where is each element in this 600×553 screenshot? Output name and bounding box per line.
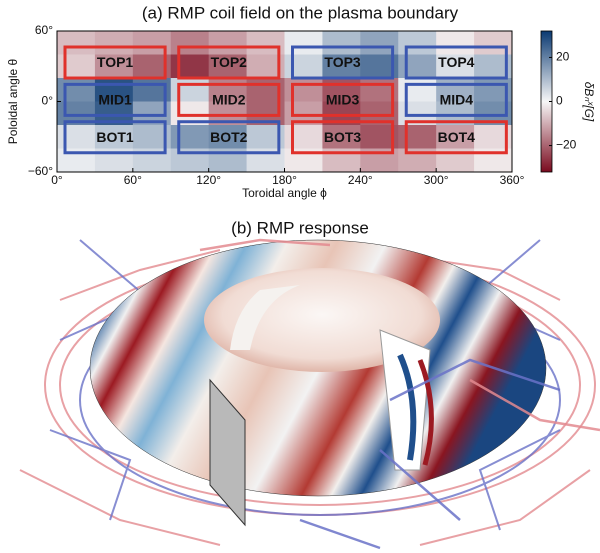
heat-cell (57, 31, 96, 55)
coil-label: TOP3 (324, 54, 361, 70)
x-tick-label: 180° (272, 173, 297, 187)
heat-cell (322, 125, 361, 149)
heat-cell (398, 54, 437, 79)
coil-box (177, 120, 281, 155)
y-tick-label: 60° (35, 23, 53, 37)
heat-cell (57, 54, 96, 79)
coil-box (63, 45, 167, 80)
torus-render (19, 238, 600, 550)
coil-box (177, 45, 281, 80)
x-axis-label: Toroidal angle ϕ (242, 186, 327, 200)
panel-a-title: (a) RMP coil field on the plasma boundar… (142, 3, 459, 22)
heat-cell (208, 31, 248, 55)
heat-cell (170, 54, 210, 79)
heat-cell (94, 31, 134, 55)
y-tick-label: 0° (42, 94, 54, 108)
heat-cell (57, 78, 96, 102)
heat-cell (322, 54, 361, 79)
heat-cell (398, 31, 437, 55)
coil-box (404, 82, 508, 117)
coil-label: BOT2 (210, 129, 248, 145)
coil-box (291, 45, 395, 80)
heat-cell (284, 31, 323, 55)
heat-cell (170, 125, 210, 149)
heat-cell (208, 78, 248, 102)
coil-label: TOP1 (97, 54, 134, 70)
coil-box (177, 82, 281, 117)
coil-label: BOT3 (324, 129, 362, 145)
x-tick-label: 0° (51, 173, 63, 187)
heat-cell (436, 54, 475, 79)
heat-cell (322, 31, 361, 55)
heat-cell (208, 54, 248, 79)
heat-cell (398, 125, 437, 149)
coil-label: BOT4 (438, 129, 476, 145)
heat-cell (208, 125, 248, 149)
heat-cell (436, 31, 475, 55)
x-tick-label: 300° (424, 173, 449, 187)
y-tick-label: −60° (28, 164, 53, 178)
coil-box (291, 120, 395, 155)
heat-cell (284, 54, 323, 79)
heat-cell (436, 78, 475, 102)
coil-box (404, 45, 508, 80)
coil-box (291, 82, 395, 117)
coil-label: MID2 (212, 92, 246, 108)
coil-label: MID3 (326, 92, 360, 108)
x-tick-label: 120° (196, 173, 221, 187)
y-axis-label: Poloidal angle θ (6, 58, 20, 144)
coil-label: MID4 (440, 92, 474, 108)
coil-label: BOT1 (96, 129, 134, 145)
coil-box (404, 120, 508, 155)
heat-cell (170, 78, 210, 102)
heat-cell (398, 78, 437, 102)
heat-cell (284, 78, 323, 102)
heat-cell (284, 125, 323, 149)
coil-label: TOP4 (438, 54, 475, 70)
colorbar-label: δBₙˣ[G] (582, 82, 596, 122)
heat-cell (94, 125, 134, 149)
heatmap: TOP1 TOP2 TOP3 TOP4 MID1 MID2 MID3 MID4 BOT1 BOT2… (6, 23, 596, 200)
heat-cell (322, 78, 361, 102)
x-tick-label: 240° (348, 173, 373, 187)
heat-cell (94, 54, 134, 79)
heat-cell (170, 31, 210, 55)
colorbar-tick-label: −20 (556, 138, 577, 152)
coil-label: TOP2 (211, 54, 248, 70)
colorbar-tick-label: 0 (556, 94, 563, 108)
panel-b-title: (b) RMP response (231, 218, 369, 237)
heat-cell (94, 78, 134, 102)
heat-cell (436, 125, 475, 149)
x-tick-label: 360° (500, 173, 525, 187)
colorbar-tick-label: 20 (556, 50, 570, 64)
heat-cell (57, 125, 96, 149)
coil-box (63, 82, 167, 117)
coil-label: MID1 (98, 92, 132, 108)
coil-box (63, 120, 167, 155)
x-tick-label: 60° (124, 173, 142, 187)
